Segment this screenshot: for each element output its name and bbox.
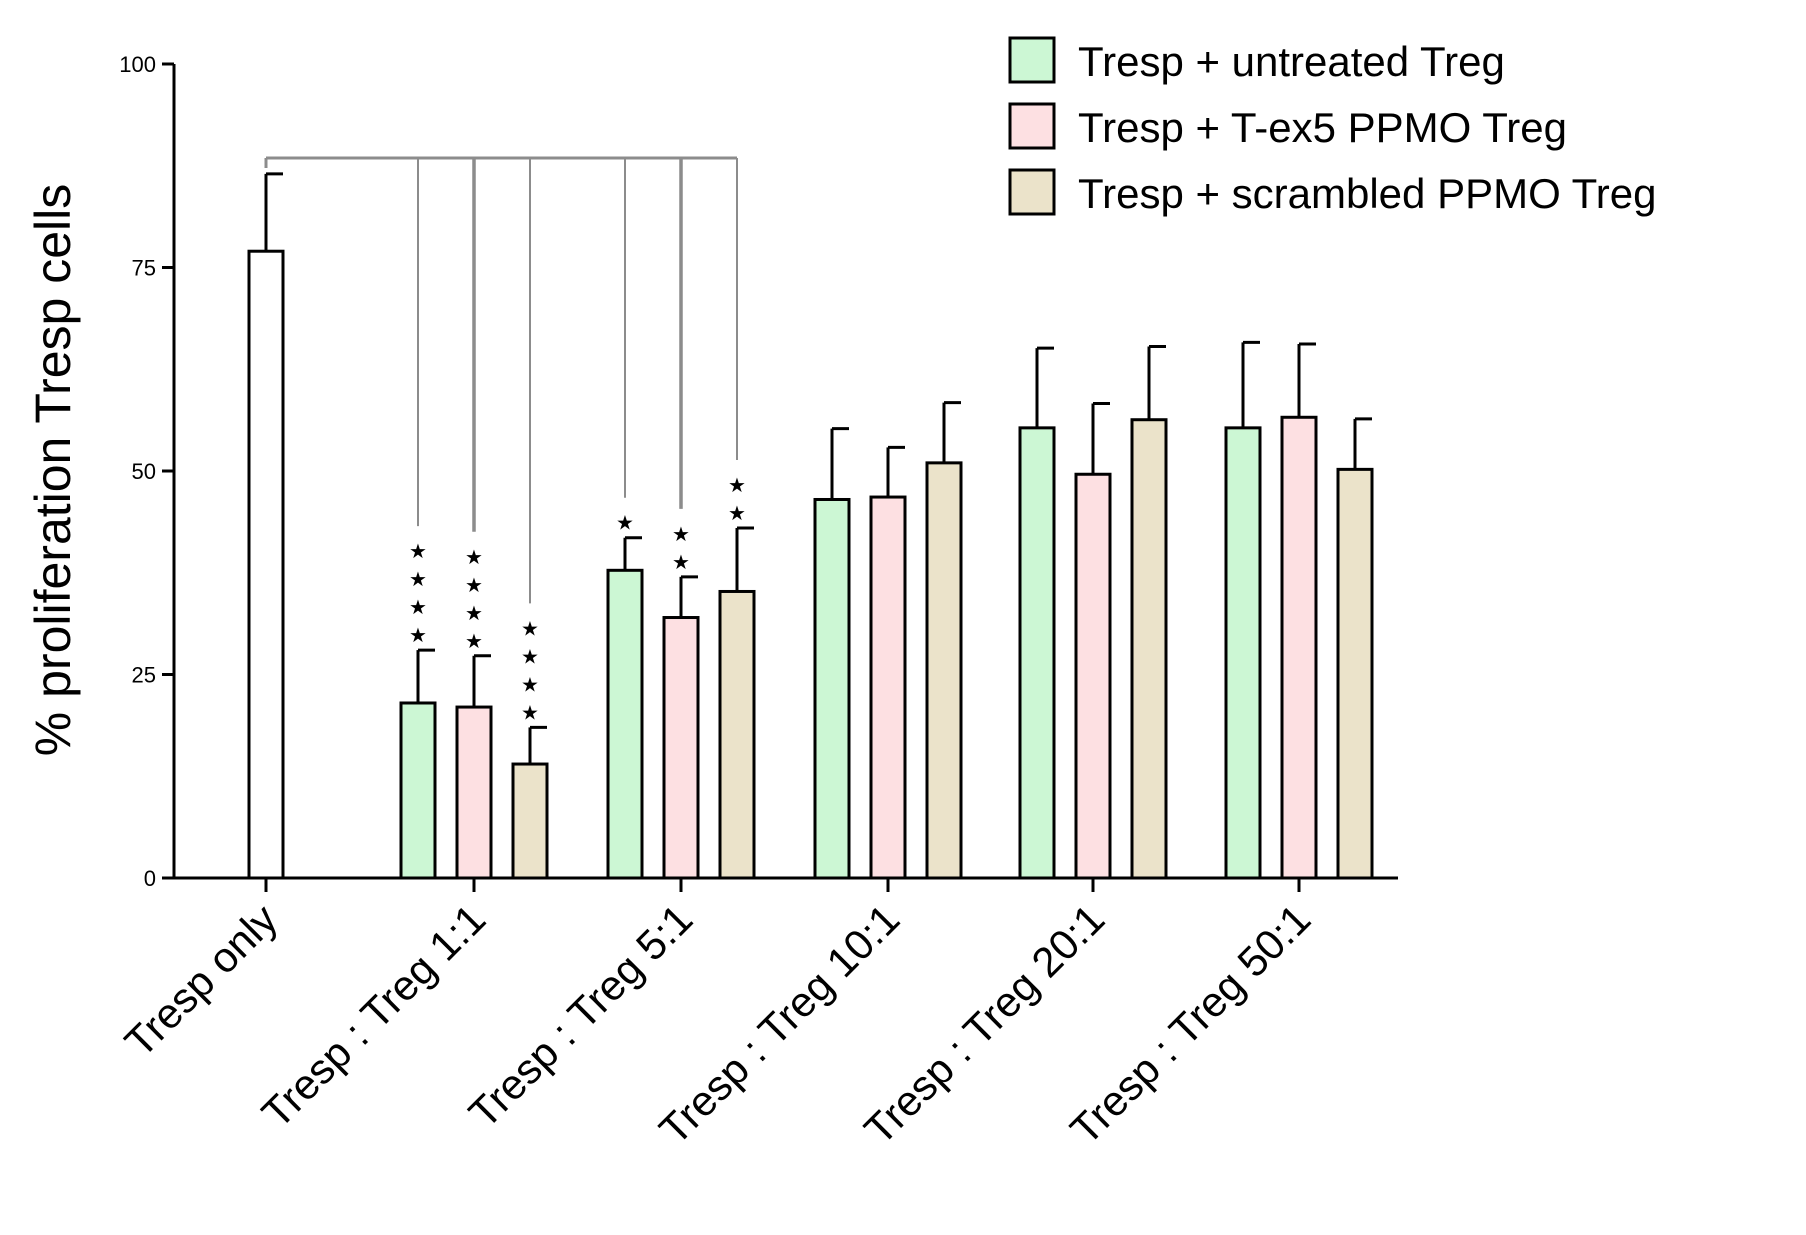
bar-s1-c1 — [399, 701, 437, 880]
significance-star: ★ — [409, 567, 427, 591]
significance-star: ★ — [521, 700, 539, 724]
significance-star: ★ — [521, 644, 539, 668]
legend-swatch — [1008, 168, 1056, 216]
y-tick-label: 50 — [132, 459, 156, 484]
legend: Tresp + untreated Treg Tresp + T-ex5 PPMO… — [1008, 36, 1656, 217]
y-tick-label: 100 — [119, 52, 156, 77]
legend-swatch — [1008, 102, 1056, 150]
bar-s3-c3 — [925, 461, 963, 880]
significance-star: ★ — [672, 522, 690, 546]
bar-s1-c5 — [1224, 426, 1262, 880]
legend-label: Tresp + scrambled PPMO Treg — [1078, 170, 1656, 217]
bar-s2-c5 — [1280, 415, 1318, 880]
bars: ★ ★ ★ ★ ★ ★ ★ ★ ★ ★ ★ ★ ★ ★ ★ ★ ★ — [247, 172, 1374, 880]
bar-s3-c1 — [511, 762, 549, 880]
significance-star: ★ — [409, 595, 427, 619]
bar-s2-c1 — [455, 705, 493, 880]
bar-s2-c3 — [869, 495, 907, 880]
comparison-brackets — [264, 156, 738, 604]
significance-star: ★ — [409, 623, 427, 647]
bar-tresp-only — [247, 249, 285, 880]
bar-s1-c3 — [813, 497, 851, 880]
bar-s3-c5 — [1336, 467, 1374, 880]
significance-star: ★ — [616, 511, 634, 535]
x-tick-label: Tresp only — [116, 895, 287, 1066]
bar-s1-c4 — [1018, 426, 1056, 880]
x-tick-label: Tresp : Treg 1:1 — [253, 895, 495, 1137]
significance-star: ★ — [521, 616, 539, 640]
significance-star: ★ — [465, 601, 483, 625]
legend-label: Tresp + T-ex5 PPMO Treg — [1078, 104, 1567, 151]
legend-swatch — [1008, 36, 1056, 84]
significance-star: ★ — [521, 672, 539, 696]
significance-star: ★ — [409, 539, 427, 563]
legend-label: Tresp + untreated Treg — [1078, 38, 1505, 85]
bar-s1-c2 — [606, 568, 644, 880]
bar-s2-c2 — [662, 616, 700, 880]
y-tick-label: 25 — [132, 663, 156, 688]
bar-s2-c4 — [1074, 472, 1112, 880]
significance-star: ★ — [728, 501, 746, 525]
significance-star: ★ — [465, 545, 483, 569]
y-tick-label: 0 — [144, 866, 156, 891]
y-axis-label: % proliferation Tresp cells — [25, 184, 81, 756]
significance-star: ★ — [465, 629, 483, 653]
significance-star: ★ — [672, 550, 690, 574]
y-tick-label: 75 — [132, 256, 156, 281]
bar-s3-c2 — [718, 589, 756, 880]
significance-star: ★ — [728, 473, 746, 497]
bar-s3-c4 — [1130, 418, 1168, 880]
significance-star: ★ — [465, 573, 483, 597]
x-tick-label: Tresp : Treg 5:1 — [460, 895, 702, 1137]
